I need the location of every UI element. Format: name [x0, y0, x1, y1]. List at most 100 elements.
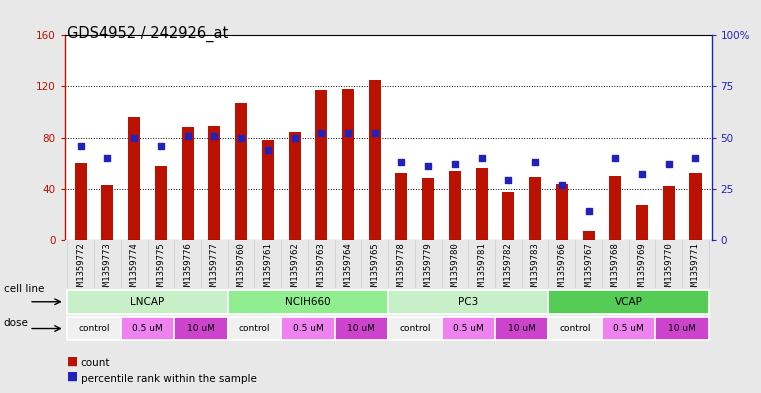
FancyBboxPatch shape [282, 317, 335, 340]
Bar [529, 177, 541, 240]
Text: 0.5 uM: 0.5 uM [132, 324, 163, 333]
Text: control: control [399, 324, 431, 333]
FancyBboxPatch shape [549, 290, 708, 314]
FancyBboxPatch shape [228, 317, 282, 340]
Bar [449, 171, 461, 240]
Bar [182, 127, 193, 240]
Point [663, 161, 675, 167]
Bar [315, 90, 327, 240]
Point [582, 208, 594, 214]
Text: GSM1359780: GSM1359780 [451, 242, 460, 296]
Point [262, 147, 274, 153]
Text: GSM1359771: GSM1359771 [691, 242, 700, 296]
FancyBboxPatch shape [549, 317, 602, 340]
Point [476, 155, 488, 161]
Bar [476, 168, 488, 240]
Text: GSM1359766: GSM1359766 [557, 242, 566, 296]
FancyBboxPatch shape [655, 317, 708, 340]
Text: GSM1359762: GSM1359762 [290, 242, 299, 296]
Point [128, 134, 140, 141]
Text: GSM1359775: GSM1359775 [157, 242, 165, 296]
Bar [610, 176, 621, 240]
Text: GSM1359778: GSM1359778 [397, 242, 406, 296]
Text: PC3: PC3 [458, 297, 479, 307]
Bar [396, 173, 407, 240]
Text: GSM1359777: GSM1359777 [210, 242, 219, 296]
Text: cell line: cell line [4, 284, 44, 294]
Bar [663, 186, 675, 240]
Point [502, 177, 514, 184]
Text: GDS4952 / 242926_at: GDS4952 / 242926_at [67, 26, 228, 42]
Bar [422, 178, 435, 240]
Point [556, 182, 568, 188]
Bar [209, 126, 221, 240]
Bar [101, 185, 113, 240]
Point [449, 161, 461, 167]
Text: GSM1359773: GSM1359773 [103, 242, 112, 296]
Text: GSM1359783: GSM1359783 [530, 242, 540, 296]
Point [689, 155, 702, 161]
Point [182, 132, 194, 139]
Point [636, 171, 648, 178]
FancyBboxPatch shape [441, 317, 495, 340]
Text: GSM1359760: GSM1359760 [237, 242, 246, 296]
Bar [288, 132, 301, 240]
FancyBboxPatch shape [495, 317, 549, 340]
Point [342, 130, 354, 137]
Bar [235, 103, 247, 240]
Text: 0.5 uM: 0.5 uM [453, 324, 484, 333]
Text: 0.5 uM: 0.5 uM [613, 324, 644, 333]
Text: 10 uM: 10 uM [348, 324, 375, 333]
Text: GSM1359779: GSM1359779 [424, 242, 433, 296]
Text: GSM1359781: GSM1359781 [477, 242, 486, 296]
Text: GSM1359761: GSM1359761 [263, 242, 272, 296]
Point [154, 143, 167, 149]
Bar [636, 205, 648, 240]
Text: 10 uM: 10 uM [187, 324, 215, 333]
Text: ■: ■ [67, 370, 78, 383]
FancyBboxPatch shape [174, 317, 228, 340]
Bar [75, 163, 87, 240]
Text: VCAP: VCAP [615, 297, 642, 307]
Text: control: control [78, 324, 110, 333]
Text: GSM1359764: GSM1359764 [343, 242, 352, 296]
Text: 0.5 uM: 0.5 uM [292, 324, 323, 333]
FancyBboxPatch shape [388, 317, 441, 340]
Bar [128, 117, 140, 240]
Point [75, 143, 87, 149]
Text: ■: ■ [67, 354, 78, 367]
FancyBboxPatch shape [228, 290, 388, 314]
Text: 10 uM: 10 uM [508, 324, 536, 333]
FancyBboxPatch shape [121, 317, 174, 340]
Text: LNCAP: LNCAP [130, 297, 164, 307]
Text: GSM1359772: GSM1359772 [76, 242, 85, 296]
Bar [369, 80, 380, 240]
Bar [583, 231, 594, 240]
Text: GSM1359774: GSM1359774 [129, 242, 139, 296]
Text: dose: dose [4, 318, 29, 328]
Text: GSM1359782: GSM1359782 [504, 242, 513, 296]
Bar [262, 140, 274, 240]
Point [368, 130, 380, 137]
Text: count: count [81, 358, 110, 368]
FancyBboxPatch shape [388, 290, 549, 314]
FancyBboxPatch shape [602, 317, 655, 340]
FancyBboxPatch shape [335, 317, 388, 340]
Bar [342, 89, 354, 240]
Text: GSM1359769: GSM1359769 [638, 242, 647, 296]
Text: GSM1359770: GSM1359770 [664, 242, 673, 296]
Point [610, 155, 622, 161]
Text: control: control [559, 324, 591, 333]
Text: control: control [239, 324, 270, 333]
Text: GSM1359763: GSM1359763 [317, 242, 326, 296]
Point [422, 163, 435, 169]
Bar [689, 173, 702, 240]
Point [101, 155, 113, 161]
Point [235, 134, 247, 141]
Point [209, 132, 221, 139]
Text: 10 uM: 10 uM [668, 324, 696, 333]
Bar [155, 165, 167, 240]
Point [315, 130, 327, 137]
Point [396, 159, 408, 165]
Point [288, 134, 301, 141]
